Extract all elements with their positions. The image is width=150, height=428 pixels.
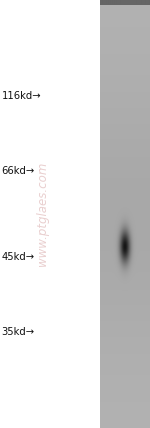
Text: 35kd→: 35kd→	[2, 327, 35, 337]
Text: 116kd→: 116kd→	[2, 91, 41, 101]
Text: 45kd→: 45kd→	[2, 252, 35, 262]
Text: www.ptglaes.com: www.ptglaes.com	[36, 162, 48, 266]
Text: 66kd→: 66kd→	[2, 166, 35, 176]
